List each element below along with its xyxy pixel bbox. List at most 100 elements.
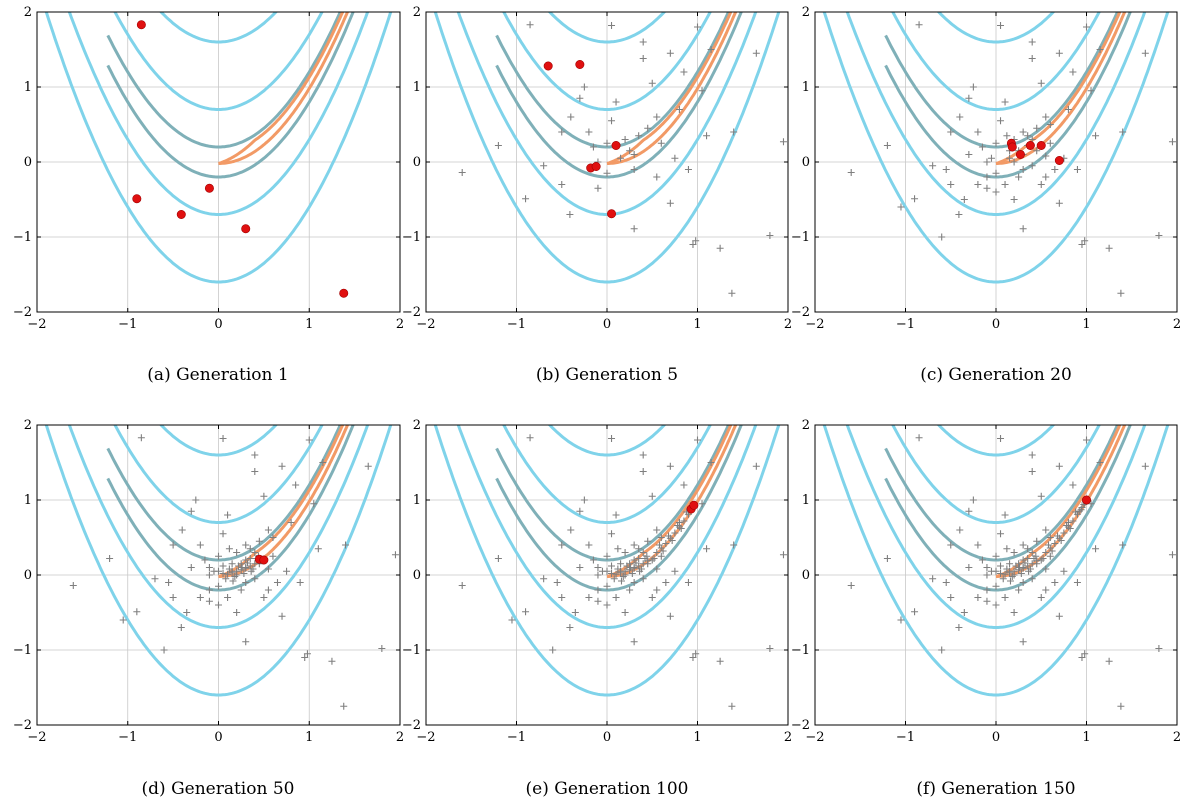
sample-point: [576, 94, 584, 102]
sample-point: [1017, 570, 1025, 577]
sample-point: [992, 169, 1000, 177]
contour-line-inner: [607, 12, 738, 165]
sample-point: [1025, 567, 1033, 575]
sample-point: [662, 579, 670, 586]
sample-point: [1066, 525, 1074, 532]
sample-point: [305, 436, 313, 444]
contour-line-mid: [106, 425, 355, 592]
sample-point: [883, 555, 891, 562]
sample-point: [698, 500, 706, 508]
sample-point: [1001, 98, 1009, 106]
sample-point: [1019, 166, 1027, 173]
sample-point: [205, 564, 213, 571]
y-tick-label: 0: [802, 568, 810, 583]
sample-point: [648, 594, 656, 601]
sample-point: [215, 601, 222, 609]
sample-point: [612, 594, 620, 601]
sample-point: [391, 551, 399, 559]
contour-line-outer: [113, 425, 324, 524]
sample-point: [698, 87, 706, 95]
x-tick-label: −1: [507, 317, 526, 332]
contour-line-outer: [936, 425, 1056, 457]
current-point: [132, 194, 142, 204]
sample-point: [233, 567, 241, 575]
contour-line-outer: [891, 425, 1101, 524]
sample-point: [671, 529, 679, 537]
sample-point: [580, 496, 588, 504]
sample-point: [1019, 556, 1027, 564]
sample-point: [974, 541, 982, 549]
sample-point: [571, 609, 579, 616]
sample-point: [1019, 638, 1027, 646]
sample-point: [1042, 565, 1050, 573]
contour-line-outer: [113, 12, 324, 111]
sample-point: [643, 552, 651, 560]
sample-point: [997, 570, 1005, 577]
sample-point: [603, 567, 611, 575]
sample-point: [301, 654, 309, 661]
y-tick-label: −2: [13, 718, 32, 733]
sample-point: [1028, 38, 1036, 46]
sample-point: [684, 166, 692, 173]
sample-point: [219, 562, 227, 570]
sample-point: [1028, 549, 1036, 556]
sample-point: [1055, 49, 1063, 57]
sample-point: [1105, 244, 1113, 252]
sample-point: [978, 143, 986, 151]
plot-area: [44, 425, 399, 710]
sample-point: [177, 624, 185, 631]
sample-point: [983, 586, 991, 594]
sample-point: [594, 597, 602, 605]
sample-point: [567, 526, 575, 534]
panel-4: −2−2 −1 −1 0 0 1 1 2 2 (d) Generation 50: [13, 418, 404, 799]
sample-point: [1028, 55, 1036, 62]
sample-point: [992, 567, 1000, 575]
sample-point: [752, 49, 760, 57]
sample-point: [911, 608, 919, 616]
sample-point: [1033, 124, 1041, 132]
current-point: [591, 162, 601, 172]
sample-point: [594, 184, 602, 192]
sample-point: [1092, 132, 1100, 140]
x-tick-label: 1: [693, 317, 701, 332]
x-tick-label: 1: [693, 730, 701, 745]
sample-point: [1083, 23, 1090, 31]
sample-point: [707, 459, 715, 466]
x-tick-label: 2: [1173, 730, 1181, 745]
sample-point: [675, 106, 683, 113]
y-tick-label: 1: [802, 80, 810, 95]
current-point: [259, 555, 269, 565]
sample-point: [653, 113, 661, 121]
x-tick-label: 2: [396, 730, 404, 745]
current-point: [689, 500, 699, 510]
sample-point: [847, 582, 855, 589]
sample-point: [666, 49, 674, 57]
sample-point: [1119, 128, 1127, 136]
sample-point: [585, 128, 593, 136]
contour-line-outer: [502, 425, 712, 524]
sample-point: [549, 646, 557, 654]
x-tick-label: 1: [305, 317, 313, 332]
sample-point: [1039, 555, 1047, 562]
x-tick-label: −1: [118, 730, 137, 745]
sample-point: [247, 567, 255, 575]
contour-line-outer: [547, 425, 667, 457]
x-tick-label: 2: [784, 730, 792, 745]
y-tick-label: 2: [24, 418, 32, 433]
sample-point: [1044, 541, 1052, 549]
y-tick-label: 2: [413, 418, 421, 433]
sample-point: [1019, 128, 1027, 136]
sample-point: [730, 128, 738, 136]
current-point: [1025, 141, 1035, 151]
x-tick-label: 0: [992, 730, 1000, 745]
sample-point: [160, 646, 168, 654]
panel-6: −2−2 −1 −1 0 0 1 1 2 2 (f) Generation 150: [791, 418, 1181, 799]
sample-point: [666, 199, 674, 207]
current-point: [204, 183, 214, 193]
sample-point: [666, 462, 674, 470]
current-point: [607, 209, 617, 219]
sample-point: [635, 132, 643, 140]
sample-point: [897, 616, 905, 624]
x-tick-label: −2: [805, 730, 824, 745]
